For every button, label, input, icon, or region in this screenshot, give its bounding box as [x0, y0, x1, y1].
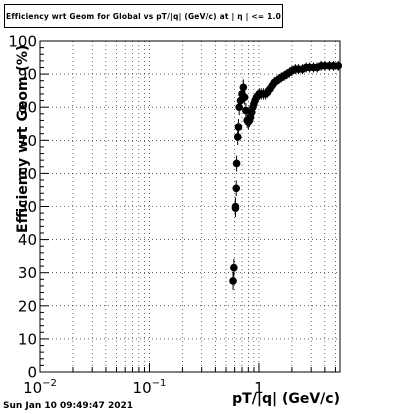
data-point — [242, 103, 250, 118]
data-point — [229, 272, 237, 290]
marker — [231, 202, 240, 211]
data-layer — [229, 60, 343, 290]
title-box: Efficiency wrt Geom for Global vs pT/|q|… — [4, 4, 283, 28]
marker — [334, 62, 343, 70]
y-tick-label: 40 — [18, 231, 37, 249]
data-point — [233, 129, 242, 145]
y-tick-label: 80 — [18, 99, 37, 117]
y-axis-label: Efficiency wrt Geom (%) — [15, 44, 31, 233]
marker — [230, 263, 238, 272]
chart-title: Efficiency wrt Geom for Global vs pT/|q|… — [6, 12, 281, 21]
timestamp-footer: Sun Jan 10 09:49:47 2021 — [3, 401, 134, 411]
x-tick-exponent: −1 — [152, 378, 167, 389]
data-point — [234, 119, 243, 136]
y-tick-label: 90 — [18, 66, 37, 84]
data-point — [232, 180, 241, 197]
y-tick-label: 10 — [18, 330, 37, 348]
y-tick-label: 70 — [18, 132, 37, 150]
axis-layer: 0 10 20 30 40 50 60 70 80 90 100 10−2 10−1 1 — [8, 33, 336, 397]
y-tick-label: 100 — [8, 33, 37, 51]
data-point — [239, 79, 248, 96]
x-axis-label: pT/|q| (GeV/c) — [232, 391, 340, 407]
y-tick-label: 20 — [18, 297, 37, 315]
marker — [232, 184, 241, 193]
grid-layer — [40, 41, 340, 372]
marker — [229, 277, 237, 285]
y-tick-label: 30 — [18, 264, 37, 282]
data-point — [232, 155, 241, 172]
x-tick-label: 10−1 — [133, 378, 167, 397]
marker — [233, 133, 242, 141]
marker — [240, 93, 249, 102]
marker — [234, 123, 243, 131]
x-tick-label: 10−2 — [23, 378, 57, 397]
y-tick-label: 60 — [18, 165, 37, 183]
y-tick-label: 50 — [18, 198, 37, 216]
x-tick-exponent: −2 — [42, 378, 57, 389]
y-tick-label: 0 — [27, 364, 37, 382]
marker — [239, 83, 248, 92]
plot-frame — [39, 40, 341, 373]
x-tick-label: 1 — [254, 379, 264, 397]
marker — [242, 106, 250, 115]
data-point — [230, 258, 238, 277]
data-point — [240, 89, 249, 105]
data-point — [231, 197, 240, 216]
marker — [235, 103, 243, 111]
marker — [232, 159, 241, 168]
